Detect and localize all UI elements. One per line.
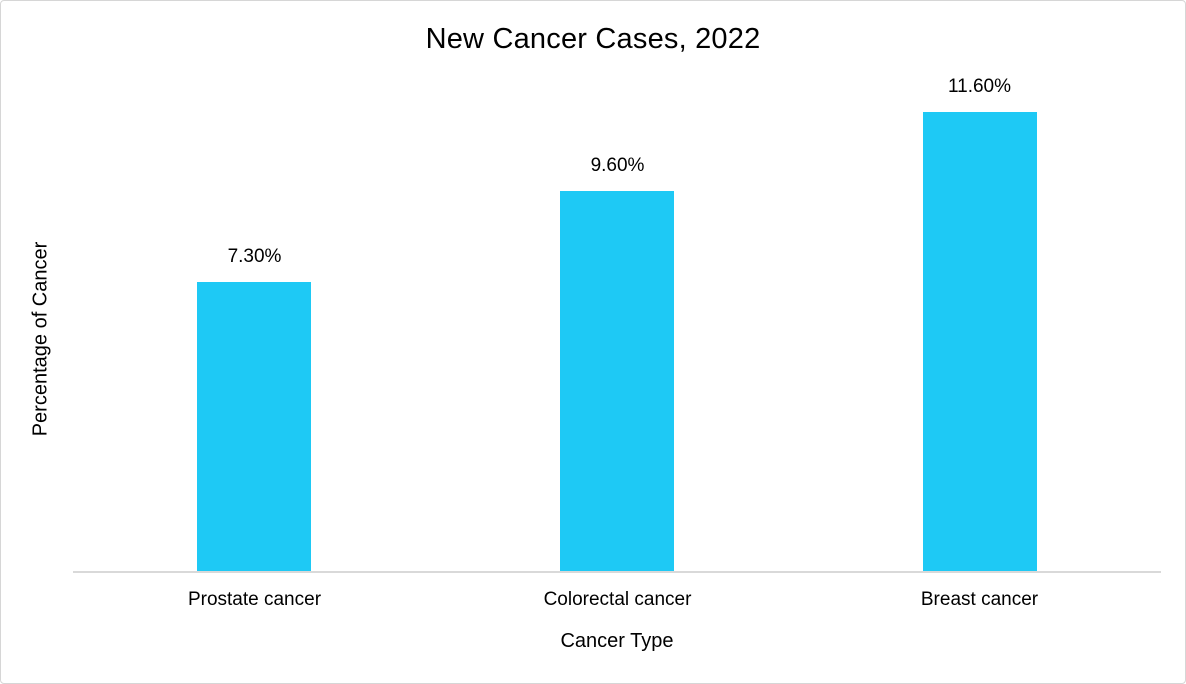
bar bbox=[923, 112, 1037, 571]
plot-area: 7.30% 9.60% 11.60% Prostate cancer Colorect… bbox=[73, 1, 1161, 683]
y-axis-title: Percentage of Cancer bbox=[29, 241, 52, 437]
data-label: 7.30% bbox=[227, 246, 282, 267]
bar bbox=[560, 191, 674, 571]
x-axis-title: Cancer Type bbox=[560, 630, 674, 652]
data-label: 11.60% bbox=[947, 76, 1012, 97]
category-label: Breast cancer bbox=[920, 589, 1039, 610]
x-axis-line bbox=[73, 571, 1161, 573]
category-label: Colorectal cancer bbox=[543, 589, 692, 610]
bar bbox=[197, 282, 311, 571]
category-label: Prostate cancer bbox=[187, 589, 322, 610]
data-label: 9.60% bbox=[590, 155, 645, 176]
chart-title: New Cancer Cases, 2022 bbox=[425, 23, 761, 55]
